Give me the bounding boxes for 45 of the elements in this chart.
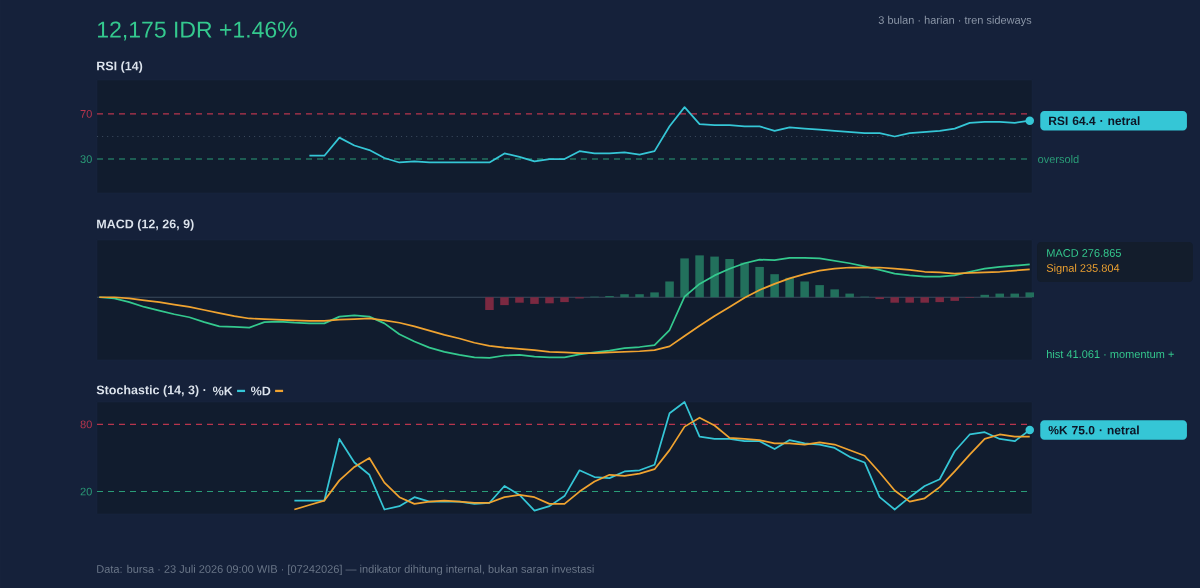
- bar: [935, 297, 944, 303]
- bar: [755, 266, 764, 298]
- text: Data: bursa · 23 Juli 2026 09:00 WIB · [07242026] — indikator dihitung internal, bukan saran investasi: [97, 564, 594, 576]
- text: Signal 235.804: [1046, 263, 1120, 275]
- text: MACD 276.865: [1047, 249, 1121, 257]
- bar: [650, 292, 659, 298]
- bar: [1025, 292, 1035, 298]
- bar: [485, 297, 494, 310]
- bar: [515, 297, 524, 303]
- bar: [695, 255, 704, 298]
- ref-line-label: oversold: [1038, 155, 1079, 164]
- y-tick-label: 70: [80, 110, 92, 118]
- bar: [905, 297, 914, 303]
- bar: [830, 289, 839, 298]
- bar: [545, 297, 554, 304]
- bar: [710, 256, 719, 298]
- text: %K 75.0 · netral: [1048, 425, 1139, 435]
- legend-label: %D: [250, 386, 271, 396]
- bar: [920, 297, 929, 303]
- text: hist 41.061 · momentum +: [1047, 349, 1174, 359]
- bar: [800, 281, 809, 298]
- bar: [725, 259, 734, 298]
- text: 12,175 IDR +1.46%: [98, 21, 297, 41]
- bar: [740, 262, 749, 298]
- text: RSI 64.4 · netral: [1049, 116, 1140, 126]
- bar: [770, 274, 779, 298]
- bar: [950, 297, 959, 301]
- chart-title: RSI (14): [97, 61, 143, 73]
- y-tick-label: 20: [80, 487, 92, 496]
- legend-label: %K: [212, 386, 233, 396]
- bar: [815, 285, 824, 298]
- chart-title: Stochastic (14, 3) ·: [96, 385, 206, 397]
- bar: [620, 294, 629, 298]
- chart-title: MACD (12, 26, 9): [97, 219, 194, 231]
- bar: [785, 277, 794, 298]
- bar: [635, 294, 644, 298]
- bar: [530, 297, 539, 304]
- y-tick-label: 30: [80, 155, 92, 163]
- bar: [560, 297, 569, 303]
- text: 3 bulan · harian · tren sideways: [878, 15, 1032, 27]
- y-tick-label: 80: [80, 420, 92, 429]
- bar: [500, 297, 509, 306]
- bar: [680, 258, 689, 298]
- bar: [890, 297, 899, 303]
- bar: [665, 281, 674, 298]
